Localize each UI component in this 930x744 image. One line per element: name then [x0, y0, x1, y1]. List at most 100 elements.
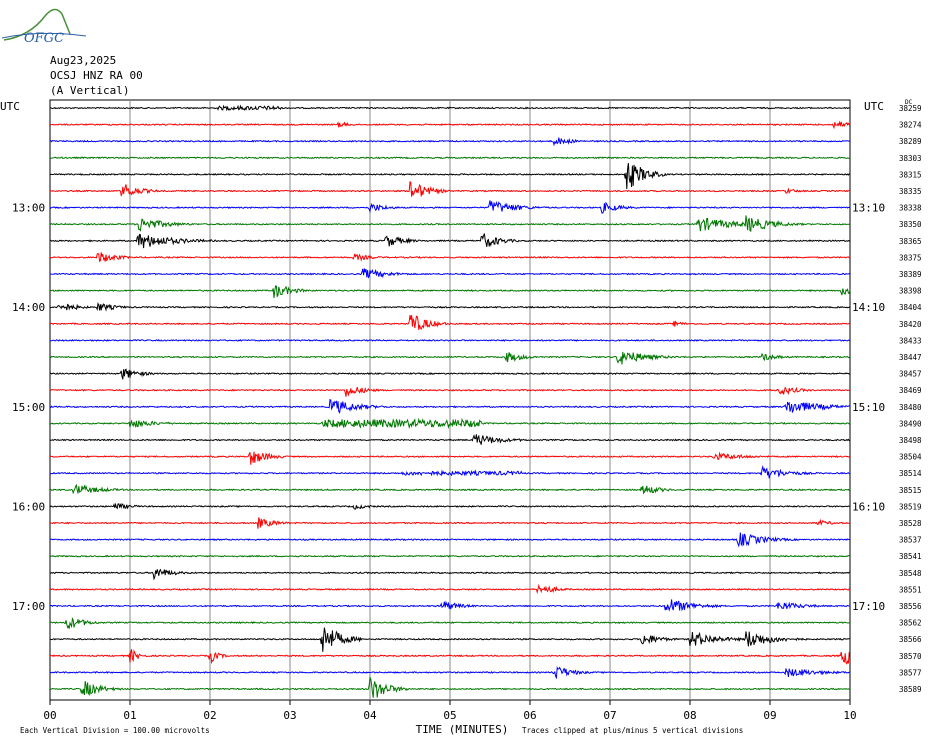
dc-offset-label: 38420: [899, 320, 922, 329]
seismic-trace: [49, 104, 851, 112]
dc-offset-label: 38551: [899, 585, 922, 594]
dc-offset-label: 38404: [899, 303, 922, 312]
x-tick-label: 07: [603, 709, 616, 722]
dc-offset-label: 38515: [899, 486, 922, 495]
seismic-trace: [49, 163, 851, 190]
x-axis-title: TIME (MINUTES): [416, 723, 509, 736]
seismic-trace: [49, 215, 851, 232]
left-time-label: 15:00: [12, 401, 45, 414]
dc-offset-label: 38365: [899, 237, 922, 246]
dc-offset-label: 38570: [899, 652, 922, 661]
seismic-trace: [49, 120, 851, 130]
dc-offset-label: 38514: [899, 469, 922, 478]
x-tick-label: 00: [43, 709, 56, 722]
seismic-trace: [49, 181, 851, 197]
dc-offset-label: 38469: [899, 386, 922, 395]
seismic-trace: [50, 599, 851, 612]
right-time-label: 15:10: [852, 401, 885, 414]
dc-offset-label: 38562: [899, 619, 922, 628]
seismic-trace: [49, 583, 851, 595]
x-tick-label: 02: [203, 709, 216, 722]
station-channel: OCSJ HNZ RA 00: [50, 69, 143, 82]
seismic-trace: [49, 666, 851, 680]
seismic-trace: [49, 464, 851, 479]
seismic-trace: [49, 532, 851, 548]
x-tick-label: 01: [123, 709, 136, 722]
seismic-trace: [49, 649, 851, 665]
scale-note: Each Vertical Division = 100.00 microvol…: [20, 726, 210, 735]
recording-date: Aug23,2025: [50, 54, 117, 67]
dc-offset-label: 38548: [899, 569, 922, 578]
seismic-trace: [49, 233, 851, 249]
seismic-trace: [49, 252, 851, 263]
seismic-trace: [49, 338, 851, 342]
dc-offset-label: 38537: [899, 536, 922, 545]
dc-offset-label: 38289: [899, 137, 922, 146]
dc-offset-label: 38541: [899, 552, 922, 561]
seismic-trace: [49, 351, 851, 365]
dc-offset-label: 38259: [899, 104, 922, 113]
right-time-label: 17:10: [852, 600, 885, 613]
x-tick-label: 03: [283, 709, 296, 722]
logo-text: OFGC: [24, 31, 64, 46]
dc-offset-label: 38447: [899, 353, 922, 362]
dc-offset-label: 38556: [899, 602, 922, 611]
dc-offset-label: 38504: [899, 453, 922, 462]
dc-offset-label: 38303: [899, 154, 922, 163]
dc-offset-label: 38433: [899, 336, 922, 345]
dc-offset-label: 38577: [899, 668, 922, 677]
dc-offset-label: 38457: [899, 370, 922, 379]
x-tick-label: 08: [683, 709, 696, 722]
seismic-trace: [49, 502, 851, 510]
dc-offset-label: 38398: [899, 287, 922, 296]
right-time-label: 13:10: [852, 202, 885, 215]
x-tick-label: 10: [843, 709, 856, 722]
seismic-trace: [49, 386, 851, 397]
seismic-trace: [49, 568, 850, 581]
left-time-label: 13:00: [12, 202, 45, 215]
seismic-trace: [49, 268, 851, 279]
ofgc-logo: OFGC: [0, 0, 90, 52]
x-tick-label: 05: [443, 709, 456, 722]
seismic-trace: [49, 517, 851, 529]
dc-offset-label: 38528: [899, 519, 922, 528]
x-tick-label: 09: [763, 709, 776, 722]
component-label: (A Vertical): [50, 84, 130, 97]
seismic-trace: [49, 399, 851, 414]
right-time-label: 14:10: [852, 301, 885, 314]
seismic-trace: [49, 417, 851, 430]
dc-offset-label: 38519: [899, 502, 922, 511]
seismic-trace: [49, 156, 851, 160]
dc-offset-label: 38375: [899, 253, 922, 262]
dc-offset-label: 38338: [899, 204, 922, 213]
x-tick-label: 06: [523, 709, 536, 722]
left-time-label: 17:00: [12, 600, 45, 613]
left-time-label: 14:00: [12, 301, 45, 314]
right-time-label: 16:10: [852, 500, 885, 513]
dc-offset-label: 38480: [899, 403, 922, 412]
seismic-trace: [49, 285, 851, 298]
seismic-trace: [50, 434, 851, 445]
seismic-trace: [49, 368, 851, 380]
left-axis-title: UTC: [0, 100, 20, 113]
seismic-trace: [49, 451, 851, 465]
seismic-trace: [49, 617, 850, 629]
x-tick-label: 04: [363, 709, 377, 722]
dc-offset-label: 38389: [899, 270, 922, 279]
left-time-label: 16:00: [12, 500, 45, 513]
seismic-trace: [49, 675, 851, 698]
dc-offset-label: 38498: [899, 436, 922, 445]
seismic-trace: [49, 137, 851, 147]
seismic-trace: [50, 315, 851, 330]
seismic-trace: [49, 200, 851, 214]
clip-note: Traces clipped at plus/minus 5 vertical …: [522, 726, 743, 735]
dc-offset-label: 38274: [899, 121, 922, 130]
seismic-trace: [49, 302, 851, 312]
dc-offset-label: 38350: [899, 220, 922, 229]
seismic-trace: [49, 627, 851, 652]
dc-offset-label: 38589: [899, 685, 922, 694]
seismic-trace: [49, 554, 851, 558]
dc-offset-label: 38335: [899, 187, 922, 196]
dc-offset-label: 38315: [899, 170, 922, 179]
